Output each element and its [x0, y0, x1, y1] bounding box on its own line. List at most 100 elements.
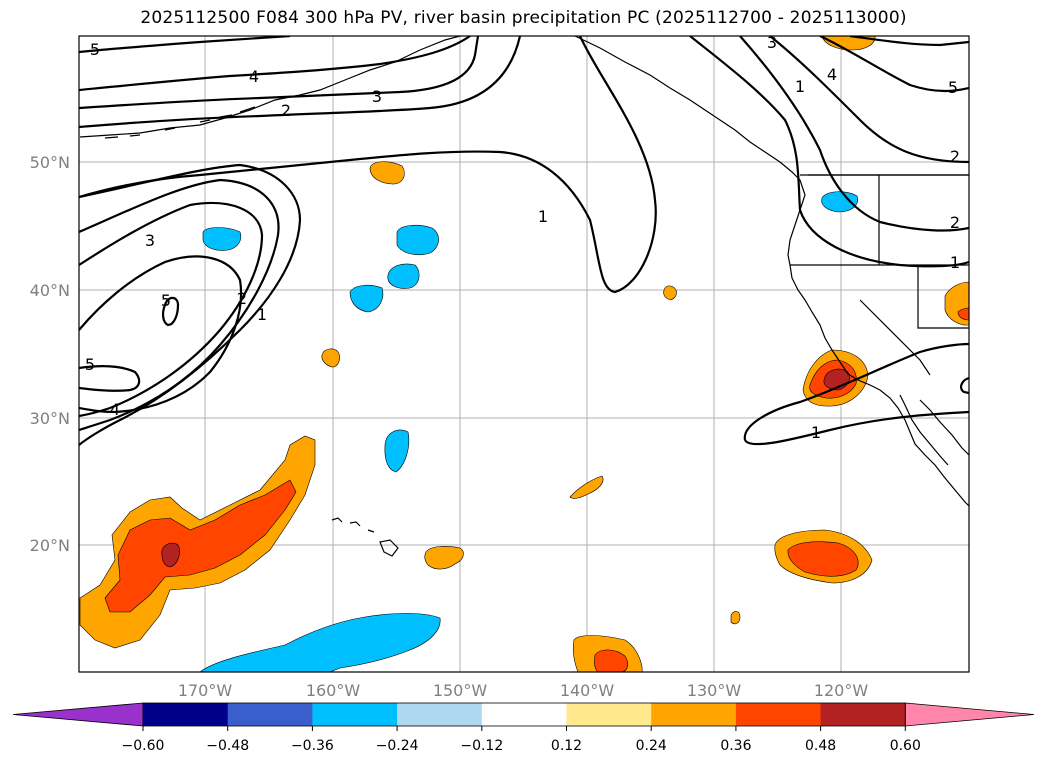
- colorbar-tick-label: 0.36: [720, 738, 751, 754]
- pv-label: 2: [950, 213, 960, 232]
- colorbar-extend-max: [904, 702, 1035, 727]
- pv-contour-coast-4: [819, 36, 969, 93]
- lon-label: 150°W: [433, 681, 488, 700]
- pv-label: 5: [948, 78, 958, 97]
- colorbar-border: [142, 702, 906, 727]
- precip-region-neg-6: [821, 191, 858, 213]
- pv-contour-north-1: [79, 36, 657, 294]
- aleutian-islands: [104, 106, 256, 139]
- pv-contour-coast-2: [739, 36, 969, 232]
- pv-contour-east-1b: [744, 410, 969, 446]
- precip-region-hawaii-east: [424, 546, 464, 570]
- pv-contour-north-4: [79, 36, 471, 92]
- precip-region-south-inner: [594, 649, 629, 672]
- precip-region-neg-5: [384, 429, 410, 473]
- colorbar-segment: [566, 703, 652, 726]
- pv-label: 5: [161, 291, 171, 310]
- precip-region-neg-2: [396, 224, 439, 256]
- figure-title: 2025112500 F084 300 hPa PV, river basin …: [140, 8, 907, 28]
- colorbar-tick-label: 0.12: [551, 738, 582, 754]
- colorbar: −0.60 −0.48 −0.36 −0.24 −0.12 0.12 0.24 0.36 0.4…: [12, 702, 1035, 754]
- west-coast-us: [787, 179, 969, 507]
- colorbar-extend-min: [12, 702, 144, 727]
- pv-contour-west-4: [79, 255, 243, 414]
- precip-region-mid-1: [663, 285, 677, 300]
- pv-label: 4: [827, 65, 837, 84]
- pv-contours: [79, 36, 969, 446]
- pv-contour-east-inner: [960, 376, 969, 395]
- colorbar-segment: [397, 703, 483, 726]
- lon-label: 130°W: [687, 681, 742, 700]
- precip-region-neg-1: [202, 227, 242, 251]
- precip-region-north-1: [369, 161, 405, 185]
- precip-region-neg-4: [349, 284, 384, 313]
- colorbar-segment: [481, 703, 567, 726]
- colorbar-segment: [227, 703, 313, 726]
- latitude-labels: 50°N 40°N 30°N 20°N: [30, 153, 70, 555]
- pv-contour-east-1: [743, 342, 969, 441]
- precip-negative-regions: [199, 191, 858, 672]
- longitude-labels: 170°W 160°W 150°W 140°W 130°W 120°W: [178, 681, 869, 700]
- pv-label: 1: [538, 207, 548, 226]
- lat-label: 30°N: [30, 409, 70, 428]
- pv-contour-north-2: [79, 36, 522, 129]
- lat-label: 50°N: [30, 153, 70, 172]
- precip-region-small: [730, 611, 741, 625]
- colorbar-segment: [143, 703, 229, 726]
- colorbar-tick-label: −0.48: [206, 738, 249, 754]
- colorbar-tick-label: 0.60: [890, 738, 921, 754]
- baja-coast: [899, 394, 949, 466]
- pv-contour-north-5: [79, 36, 291, 54]
- colorbar-tick-label: −0.36: [291, 738, 334, 754]
- colorbar-tick-label: 0.48: [805, 738, 836, 754]
- hawaii-islands: [331, 517, 399, 557]
- pv-label: 2: [281, 101, 291, 120]
- colorbar-segment: [312, 703, 398, 726]
- pv-label: 4: [249, 67, 259, 86]
- lat-label: 40°N: [30, 281, 70, 300]
- colorbar-segment: [735, 703, 822, 726]
- colorbar-tick-label: −0.24: [376, 738, 419, 754]
- pv-labels: 5 4 3 2 1 1 2 3 4 5 5 4 3 2 1 1 2 1 3 4 …: [85, 33, 960, 442]
- pv-contour-north-3: [79, 36, 480, 110]
- pv-contour-coast-5: [849, 36, 969, 47]
- pv-label: 2: [950, 147, 960, 166]
- precip-region-neg-3: [387, 263, 420, 289]
- pv-contour-west-1: [79, 163, 302, 446]
- pv-contour-west-5-loop: [161, 296, 180, 327]
- lon-label: 140°W: [560, 681, 615, 700]
- lon-label: 170°W: [178, 681, 233, 700]
- precip-region-east-inner: [787, 541, 859, 577]
- pv-label: 5: [85, 355, 95, 374]
- colorbar-tick-label: 0.24: [636, 738, 667, 754]
- colorbar-segment: [820, 703, 906, 726]
- pv-contour-west-3: [79, 201, 264, 418]
- pv-contour-west-2: [79, 178, 280, 432]
- lon-label: 120°W: [814, 681, 869, 700]
- gulf-california-coast: [919, 399, 969, 456]
- pv-label: 4: [110, 400, 120, 419]
- precip-region-mid-2: [569, 475, 604, 499]
- precip-region-west-pacific-core: [161, 542, 180, 568]
- pv-contour-coast-1: [689, 36, 969, 268]
- lat-label: 20°N: [30, 536, 70, 555]
- lon-label: 160°W: [306, 681, 361, 700]
- alaska-panhandle-coast: [574, 36, 801, 181]
- precip-region-west-pacific-inner: [104, 479, 297, 613]
- colorbar-tick-label: −0.12: [460, 738, 503, 754]
- colorbar-tick-label: −0.60: [122, 738, 165, 754]
- pv-label: 1: [811, 423, 821, 442]
- precip-region-neg-south: [199, 613, 441, 672]
- colorbar-segment: [651, 703, 737, 726]
- precip-region-north-2: [321, 348, 340, 368]
- pv-label: 1: [950, 253, 960, 272]
- pv-contour-west-5: [79, 365, 141, 392]
- map-frame: [78, 35, 970, 673]
- pv-label: 5: [90, 40, 100, 59]
- pv-label: 3: [767, 33, 777, 52]
- pv-label: 1: [257, 305, 267, 324]
- pv-contour-coast-3: [769, 36, 969, 164]
- pv-label: 1: [795, 77, 805, 96]
- pv-label: 3: [372, 87, 382, 106]
